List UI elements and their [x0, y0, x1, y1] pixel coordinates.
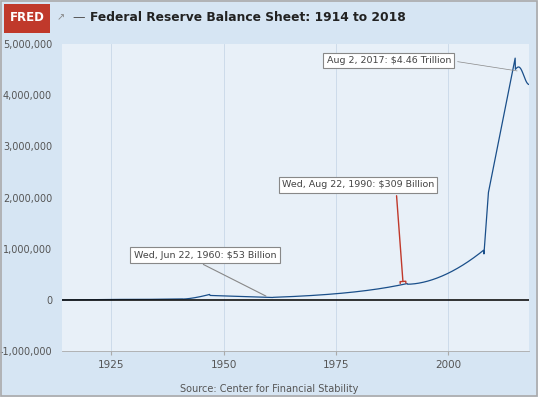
Text: ↗: ↗ — [56, 13, 65, 23]
Text: Source: Center for Financial Stability: Source: Center for Financial Stability — [180, 384, 358, 394]
Text: Wed, Jun 22, 1960: $53 Billion: Wed, Jun 22, 1960: $53 Billion — [134, 251, 276, 296]
Text: Federal Reserve Balance Sheet: 1914 to 2018: Federal Reserve Balance Sheet: 1914 to 2… — [90, 11, 406, 24]
Text: Wed, Aug 22, 1990: $309 Billion: Wed, Aug 22, 1990: $309 Billion — [282, 180, 434, 283]
Text: FRED: FRED — [10, 11, 45, 24]
Text: Aug 2, 2017: $4.46 Trillion: Aug 2, 2017: $4.46 Trillion — [327, 56, 517, 71]
Text: —: — — [73, 11, 85, 24]
FancyBboxPatch shape — [4, 4, 50, 33]
